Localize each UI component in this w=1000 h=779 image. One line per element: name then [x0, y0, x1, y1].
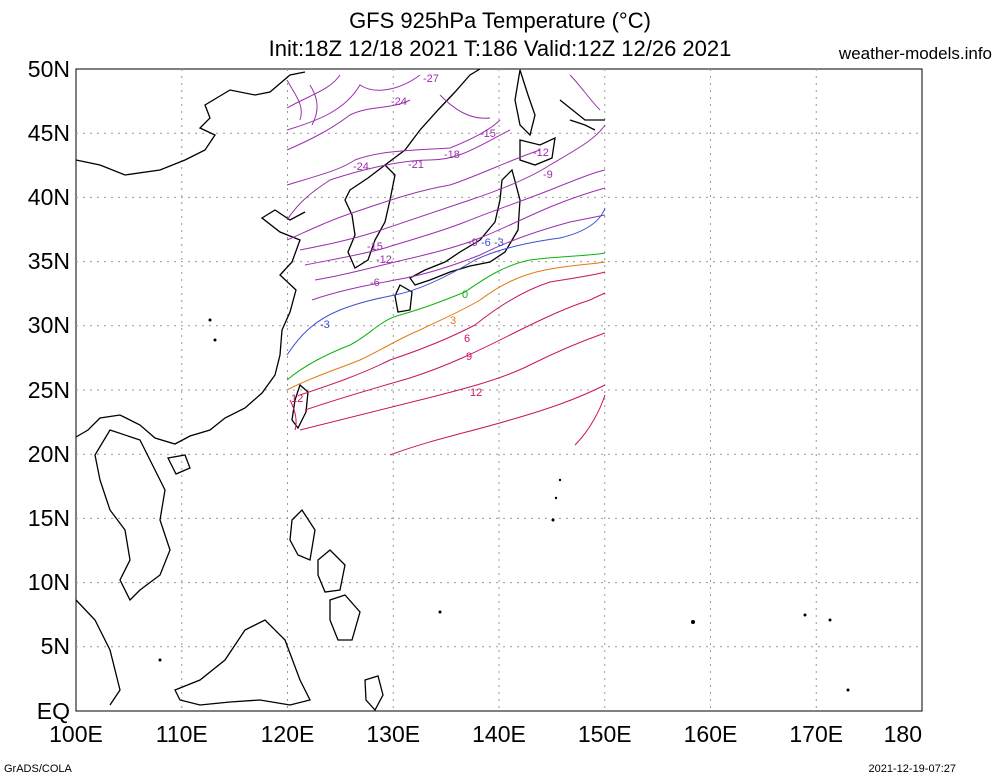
source-site: weather-models.info [838, 44, 992, 63]
lat-label: 25N [28, 377, 70, 403]
longitude-labels: 100E 110E 120E 130E 140E 150E 160E 170E … [49, 721, 922, 747]
temperature-contours [286, 74, 606, 456]
contour-label: -3 [320, 319, 330, 331]
contour-label: -9 [468, 237, 478, 249]
lon-label: 100E [49, 721, 103, 747]
lat-label: 30N [28, 312, 70, 338]
lat-label: 15N [28, 505, 70, 531]
software-credit: GrADS/COLA [4, 763, 72, 775]
contour-label: -21 [408, 159, 424, 171]
lon-label: 180 [884, 721, 922, 747]
lat-label: 50N [28, 56, 70, 82]
small-islands [158, 318, 850, 692]
contour-label: -18 [444, 149, 460, 161]
contour-label: -24 [353, 161, 369, 173]
contour-label: -12 [376, 254, 392, 266]
contour-label: -3 [494, 237, 504, 249]
contour-label: -24 [391, 96, 407, 108]
lon-label: 140E [472, 721, 526, 747]
contour-label: 0 [462, 289, 468, 301]
contour-label: -12 [533, 147, 549, 159]
lat-label: 45N [28, 120, 70, 146]
lon-label: 170E [789, 721, 843, 747]
chart-title: GFS 925hPa Temperature (°C) [349, 8, 651, 33]
lon-label: 160E [684, 721, 738, 747]
contour-label: 6 [464, 333, 470, 345]
latitude-labels: 50N 45N 40N 35N 30N 25N 20N 15N 10N 5N E… [28, 56, 70, 724]
contour-label: -15 [367, 241, 383, 253]
lat-label: EQ [37, 698, 70, 724]
lat-label: 20N [28, 441, 70, 467]
lon-label: 150E [578, 721, 632, 747]
generated-timestamp: 2021-12-19-07:27 [868, 763, 956, 775]
contour-label: 12 [291, 393, 303, 405]
contour-label: -15 [480, 128, 496, 140]
contour-label: 12 [470, 387, 482, 399]
contour-label: 3 [450, 315, 456, 327]
lat-label: 10N [28, 569, 70, 595]
lat-label: 40N [28, 184, 70, 210]
lat-label: 5N [41, 633, 70, 659]
contour-label: -9 [543, 169, 553, 181]
lon-label: 130E [366, 721, 420, 747]
contour-label: -6 [481, 237, 491, 249]
contour-label: -27 [423, 73, 439, 85]
contour-labels: -27 -24 -24 -21 -18 -15 -15 -12 -12 -9 -… [291, 73, 553, 405]
contour-label: 9 [466, 351, 472, 363]
lon-label: 120E [261, 721, 315, 747]
lat-label: 35N [28, 248, 70, 274]
chart-subtitle: Init:18Z 12/18 2021 T:186 Valid:12Z 12/2… [268, 36, 732, 61]
lon-label: 110E [156, 721, 208, 747]
graticule [76, 69, 922, 711]
contour-label: -6 [370, 277, 380, 289]
